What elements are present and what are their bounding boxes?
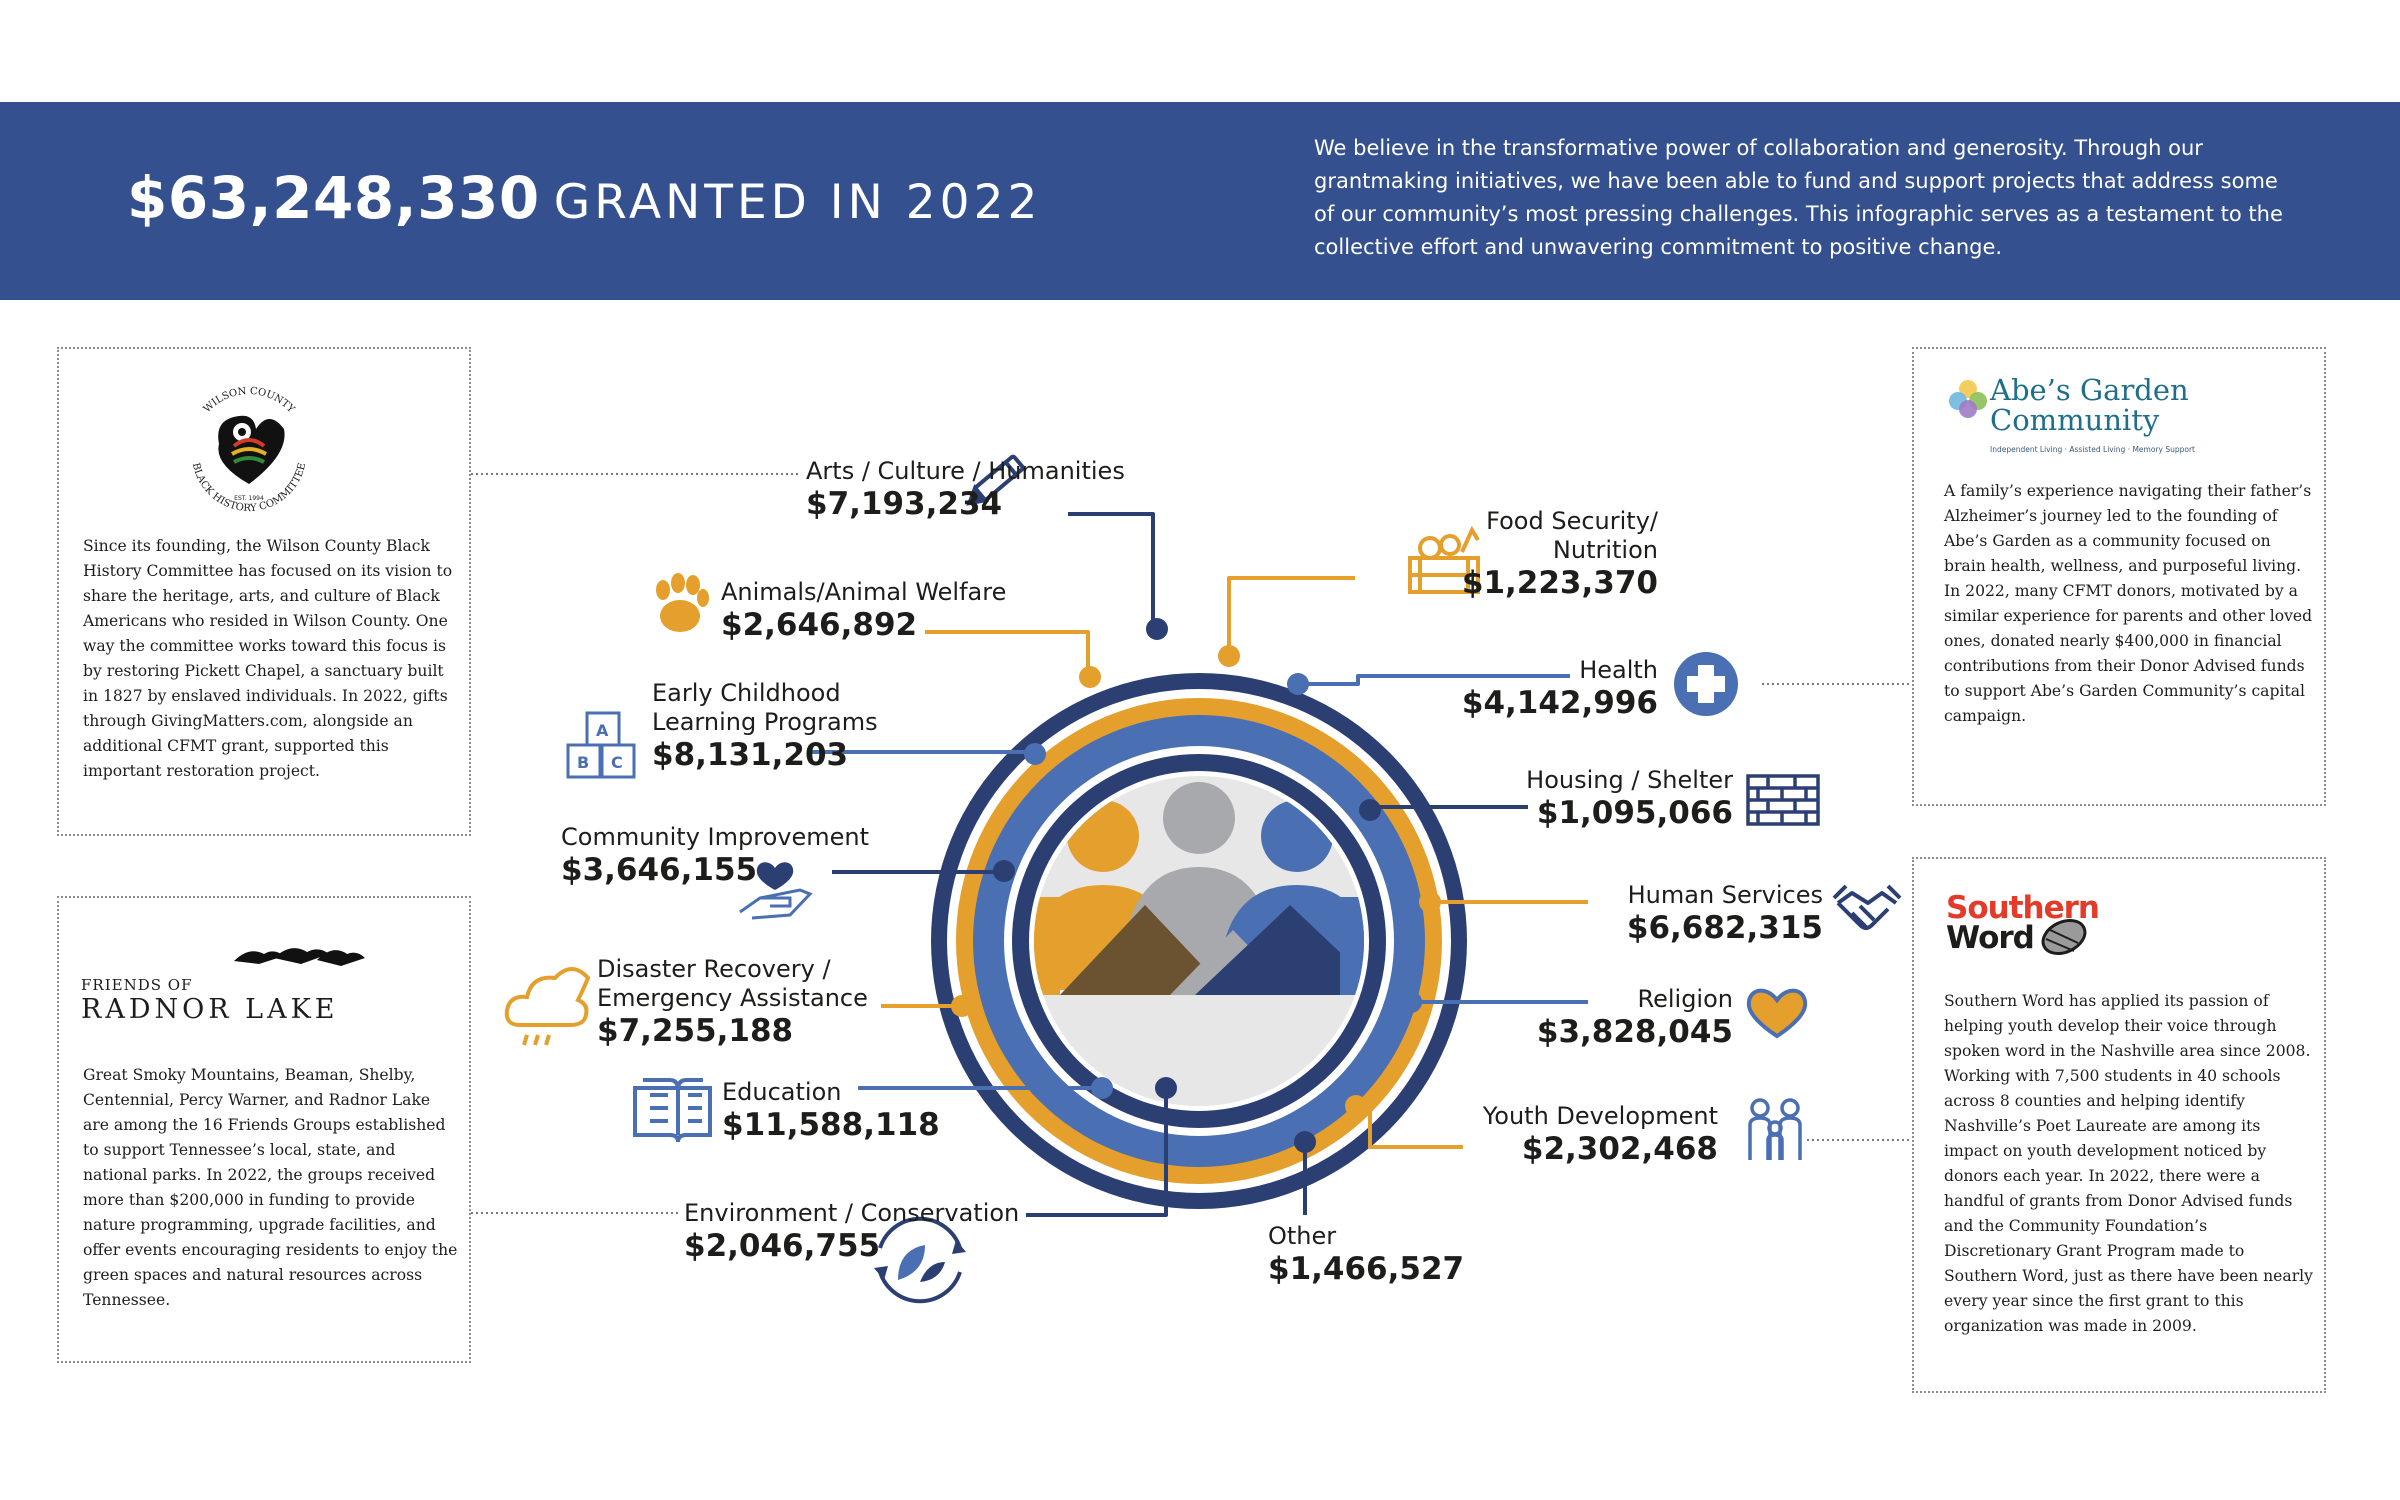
category-label: Education xyxy=(722,1078,842,1106)
granted-in-year-label: GRANTED IN 2022 xyxy=(553,175,1042,230)
svg-text:EST. 1994: EST. 1994 xyxy=(234,495,264,502)
category-amount: $6,682,315 xyxy=(1626,910,1823,946)
story-wilson-county: WILSON COUNTY BLACK HISTORY COMMITTEE ES… xyxy=(57,347,471,836)
story-text: Since its founding, the Wilson County Bl… xyxy=(83,537,453,780)
paw-icon xyxy=(656,573,709,632)
category-label: Animals/Animal Welfare xyxy=(721,578,1007,606)
story-abes-garden: Abe’s Garden Community Independent Livin… xyxy=(1912,347,2326,806)
radnor-logo-line2: RADNOR LAKE xyxy=(81,994,339,1025)
category-religion: Religion $3,828,045 xyxy=(1537,985,1733,1050)
book-icon xyxy=(633,1078,712,1143)
category-human-services: Human Services $6,682,315 xyxy=(1627,881,1823,946)
story-southern-word: Southern Word Southern Word has applied … xyxy=(1912,857,2326,1393)
category-label: Religion xyxy=(1637,985,1734,1013)
category-amount: $3,828,045 xyxy=(1536,1014,1733,1050)
category-label: Youth Development xyxy=(1482,1102,1718,1130)
svg-text:A: A xyxy=(596,721,609,740)
health-connector xyxy=(1298,674,1570,686)
person-head-middle xyxy=(1163,782,1235,854)
category-amount: $11,588,118 xyxy=(722,1107,940,1143)
blocks-icon: A B C xyxy=(566,711,636,779)
category-label-line1: Early Childhood xyxy=(652,679,841,707)
category-label: Human Services xyxy=(1627,881,1823,909)
food-crate-icon xyxy=(1408,525,1480,594)
category-education: Education $11,588,118 xyxy=(722,1078,940,1143)
category-label: Community Improvement xyxy=(561,823,869,851)
heart-hand-icon xyxy=(739,862,813,920)
category-label: Environment / Conservation xyxy=(684,1199,1020,1227)
wilson-county-logo: WILSON COUNTY BLACK HISTORY COMMITTEE ES… xyxy=(190,386,308,514)
category-label-line2: Nutrition xyxy=(1552,536,1658,564)
category-label-line2: Learning Programs xyxy=(652,708,878,736)
category-early-childhood: Early Childhood Learning Programs $8,131… xyxy=(652,679,878,773)
story-text: Southern Word has applied its passion of… xyxy=(1944,992,2313,1335)
story-radnor-lake: FRIENDS OF RADNOR LAKE Great Smoky Mount… xyxy=(57,896,471,1363)
microphone-icon xyxy=(2041,919,2087,955)
category-amount: $2,302,468 xyxy=(1521,1131,1718,1167)
abes-logo-tagline: Independent Living · Assisted Living · M… xyxy=(1990,445,2195,454)
story-text: A family’s experience navigating their f… xyxy=(1944,482,2313,725)
category-amount: $3,646,155 xyxy=(561,852,758,888)
category-label: Health xyxy=(1579,656,1658,684)
category-amount: $4,142,996 xyxy=(1461,685,1658,721)
category-amount: $2,646,892 xyxy=(721,607,918,643)
people-mountain-illustration xyxy=(1034,782,1364,1106)
category-health: Health $4,142,996 xyxy=(1462,656,1658,721)
category-housing: Housing / Shelter $1,095,066 xyxy=(1526,766,1733,831)
total-granted-amount: $63,248,330 xyxy=(127,164,540,232)
category-community: Community Improvement $3,646,155 xyxy=(561,823,869,888)
category-amount: $7,193,234 xyxy=(806,486,1003,522)
pencil-icon xyxy=(966,454,1025,506)
banner-title: $63,248,330 GRANTED IN 2022 xyxy=(127,164,1041,232)
geese-icon xyxy=(234,948,365,966)
intro-paragraph: We believe in the transformative power o… xyxy=(1314,136,2283,259)
category-disaster: Disaster Recovery / Emergency Assistance… xyxy=(597,955,868,1049)
category-amount: $8,131,203 xyxy=(652,737,849,773)
abes-logo-line2: Community xyxy=(1990,403,2160,437)
family-icon xyxy=(1748,1098,1802,1160)
svg-text:C: C xyxy=(611,753,623,772)
svg-text:WILSON COUNTY: WILSON COUNTY xyxy=(202,386,297,415)
environment-connector xyxy=(1026,1088,1168,1217)
category-animals: Animals/Animal Welfare $2,646,892 xyxy=(721,578,1006,643)
southern-word-logo-line2: Word xyxy=(1946,920,2035,956)
heart-icon xyxy=(1746,988,1808,1039)
category-amount: $7,255,188 xyxy=(597,1013,794,1049)
category-environment: Environment / Conservation $2,046,755 xyxy=(684,1199,1019,1264)
connector-dots xyxy=(951,618,1441,1153)
category-food: Food Security/ Nutrition $1,223,370 xyxy=(1462,507,1658,601)
category-label: Arts / Culture / Humanities xyxy=(806,457,1125,485)
category-arts: Arts / Culture / Humanities $7,193,234 xyxy=(806,457,1125,522)
food-connector xyxy=(1227,576,1355,658)
recycle-leaf-icon xyxy=(874,1216,966,1304)
category-label-line2: Emergency Assistance xyxy=(597,984,868,1012)
brick-wall-icon xyxy=(1746,774,1820,826)
svg-text:B: B xyxy=(577,753,589,772)
category-amount: $1,095,066 xyxy=(1536,795,1733,831)
category-youth: Youth Development $2,302,468 xyxy=(1483,1102,1718,1167)
category-label-line1: Food Security/ xyxy=(1486,507,1658,535)
category-amount: $2,046,755 xyxy=(684,1228,881,1264)
cloud-rain-icon xyxy=(504,967,591,1046)
header-banner: $63,248,330 GRANTED IN 2022 We believe in… xyxy=(0,102,2400,300)
abes-garden-flower-icon xyxy=(1949,380,1987,418)
category-label-line1: Disaster Recovery / xyxy=(597,955,831,983)
arts-connector xyxy=(1068,512,1155,627)
category-other: Other $1,466,527 xyxy=(1268,1222,1464,1287)
animals-connector xyxy=(925,630,1090,670)
handshake-icon xyxy=(1832,884,1902,930)
story-text: Great Smoky Mountains, Beaman, Shelby, C… xyxy=(83,1066,458,1309)
abes-logo-line1: Abe’s Garden xyxy=(1990,373,2189,407)
category-amount: $1,223,370 xyxy=(1461,565,1658,601)
medical-cross-icon xyxy=(1674,652,1738,716)
southern-word-logo-line1: Southern xyxy=(1946,890,2100,926)
category-amount: $1,466,527 xyxy=(1268,1251,1465,1287)
radnor-logo-line1: FRIENDS OF xyxy=(81,976,193,994)
category-label: Housing / Shelter xyxy=(1526,766,1733,794)
category-label: Other xyxy=(1268,1222,1337,1250)
